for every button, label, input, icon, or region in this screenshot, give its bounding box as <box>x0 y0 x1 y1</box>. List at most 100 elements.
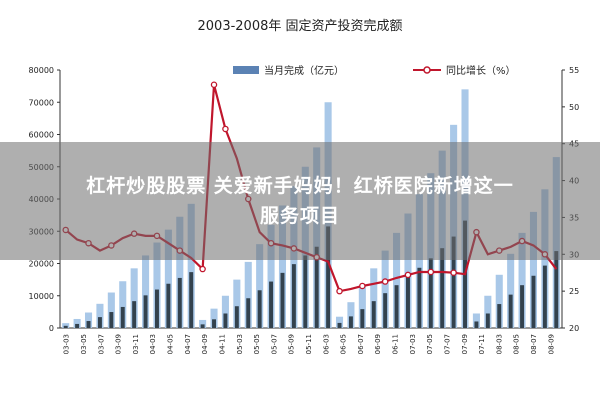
bar-core <box>520 285 525 328</box>
chart-title: 2003-2008年 固定资产投资完成额 <box>198 18 403 34</box>
bar <box>130 268 138 328</box>
x-tick-label: 05-09 <box>288 334 296 354</box>
x-tick-label: 03-09 <box>115 334 123 354</box>
bar <box>267 224 275 328</box>
y-left-tick-label: 60000 <box>29 131 54 140</box>
bar-core <box>554 251 559 328</box>
bar <box>404 213 412 328</box>
growth-point <box>450 269 457 276</box>
bar-core <box>143 295 148 328</box>
bar-core <box>120 306 125 328</box>
bar <box>518 232 526 328</box>
x-tick-label: 07-09 <box>461 334 469 354</box>
bar <box>484 295 492 328</box>
bar-core <box>440 248 445 328</box>
bar <box>187 203 195 328</box>
bar-core <box>337 322 342 328</box>
legend-bar-swatch <box>233 66 259 74</box>
growth-point <box>336 287 343 295</box>
bar-core <box>223 313 228 328</box>
bar <box>278 205 287 328</box>
bar-core <box>166 283 171 328</box>
bar <box>358 286 366 328</box>
bar <box>164 229 172 328</box>
y-right-tick-label: 55 <box>569 66 579 75</box>
y-left-tick-label: 70000 <box>29 98 54 107</box>
x-tick-label: 08-07 <box>530 334 538 354</box>
bar-core <box>132 301 137 328</box>
bar <box>370 268 378 328</box>
bar <box>84 312 93 328</box>
bar <box>142 255 150 328</box>
x-tick-label: 06-09 <box>374 334 382 354</box>
banner-headline[interactable]: 杠杆炒股股票 关爱新手妈妈！红桥医院新增这一 服务项目 <box>20 171 580 231</box>
bar <box>347 302 355 328</box>
x-tick-label: 04-11 <box>218 334 226 354</box>
x-tick-label: 05-03 <box>236 334 244 354</box>
y-right-tick-label: 25 <box>569 287 579 296</box>
bar <box>199 319 207 328</box>
bar <box>233 279 241 328</box>
bar <box>256 244 264 328</box>
bar-core <box>200 324 205 328</box>
x-tick-label: 05-05 <box>253 334 261 354</box>
bar <box>529 211 538 328</box>
bar-core <box>360 309 365 328</box>
x-tick-label: 06-03 <box>322 334 330 354</box>
bar <box>381 250 389 328</box>
y-left-tick-label: 0 <box>49 324 54 333</box>
x-tick-label: 06-05 <box>340 334 348 354</box>
x-tick-label: 07-03 <box>409 334 417 354</box>
growth-point <box>381 278 389 285</box>
bar-core <box>75 323 80 328</box>
x-tick-label: 03-03 <box>63 334 71 354</box>
overlay-banner[interactable]: 杠杆炒股股票 关爱新手妈妈！红桥医院新增这一 服务项目 <box>0 142 600 260</box>
y-left-tick-label: 10000 <box>29 292 54 301</box>
bar-core <box>542 265 547 328</box>
bar <box>393 232 401 328</box>
bar <box>176 216 184 328</box>
bar-core <box>485 313 490 328</box>
bar <box>73 318 81 328</box>
x-tick-label: 06-11 <box>392 334 400 354</box>
bar <box>472 313 480 328</box>
bar-core <box>314 246 319 328</box>
x-tick-label: 08-05 <box>513 334 521 354</box>
bar <box>153 242 161 328</box>
x-tick-label: 05-11 <box>305 334 313 354</box>
legend-line-label: 同比增长（%） <box>446 64 516 77</box>
bar-core <box>97 317 102 328</box>
x-tick-label: 06-07 <box>357 334 365 354</box>
bar-core <box>508 294 513 328</box>
growth-point <box>427 268 435 276</box>
bar-core <box>246 298 251 328</box>
y-left-tick-label: 20000 <box>29 260 54 269</box>
legend-line-marker <box>423 66 431 74</box>
x-tick-label: 04-05 <box>167 334 175 354</box>
bar-core <box>531 275 536 328</box>
bar-core <box>177 277 182 328</box>
bar-core <box>189 272 194 328</box>
bar-core <box>383 293 388 328</box>
bar-core <box>269 281 274 328</box>
bar <box>507 253 515 328</box>
growth-point <box>222 125 229 133</box>
growth-point <box>199 265 206 273</box>
bar-core <box>405 276 410 328</box>
x-tick-label: 04-09 <box>201 334 209 354</box>
x-tick-label: 03-07 <box>97 334 105 354</box>
bar-core <box>86 321 91 328</box>
bar <box>119 281 127 328</box>
bar-core <box>348 316 353 328</box>
bar-core <box>326 226 331 328</box>
x-tick-label: 07-05 <box>426 334 434 354</box>
banner-line-2: 服务项目 <box>259 205 340 227</box>
bar-core <box>234 306 239 328</box>
bar-core <box>417 267 422 328</box>
bar-core <box>212 319 217 328</box>
legend-bar-label: 当月完成（亿元） <box>264 64 344 77</box>
x-tick-label: 05-07 <box>270 334 278 354</box>
bar <box>495 274 503 328</box>
x-tick-label: 08-09 <box>547 334 555 354</box>
bar-core <box>63 325 68 328</box>
